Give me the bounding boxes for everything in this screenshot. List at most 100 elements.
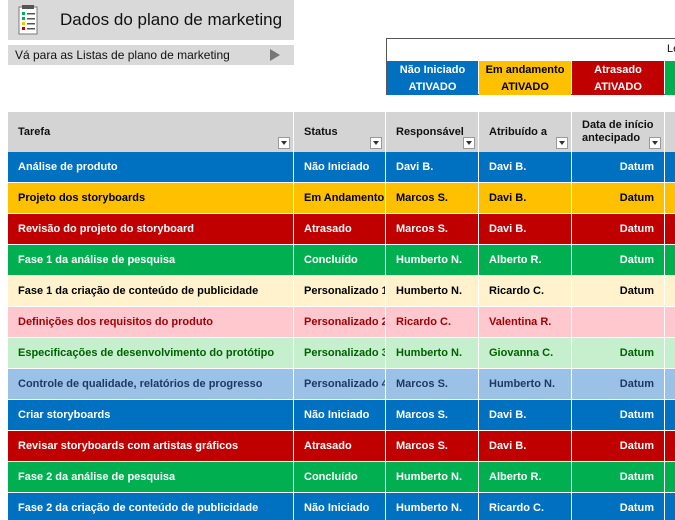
cell-overflow[interactable] [665, 307, 675, 337]
table-row[interactable]: Fase 1 da criação de conteúdo de publici… [8, 276, 675, 306]
cell-data-inicio[interactable]: Datum [572, 276, 665, 306]
cell-atribuido-a[interactable]: Humberto N. [479, 369, 572, 399]
cell-tarefa[interactable]: Criar storyboards [8, 400, 294, 430]
cell-responsavel[interactable]: Marcos S. [386, 183, 479, 213]
table-row[interactable]: Projeto dos storyboards Em Andamento Marco… [8, 183, 675, 213]
legend-status-flag [665, 78, 675, 95]
cell-overflow[interactable] [665, 276, 675, 306]
cell-status[interactable]: Atrasado [294, 431, 386, 461]
cell-atribuido-a[interactable]: Alberto R. [479, 462, 572, 492]
cell-data-inicio[interactable]: Datum [572, 493, 665, 520]
cell-data-inicio[interactable]: Datum [572, 462, 665, 492]
column-header-tarefa: Tarefa [8, 112, 294, 152]
cell-overflow[interactable] [665, 369, 675, 399]
cell-tarefa[interactable]: Projeto dos storyboards [8, 183, 294, 213]
cell-overflow[interactable] [665, 245, 675, 275]
column-header-data-inicio: Data de início antecipado [572, 112, 665, 152]
cell-responsavel[interactable]: Davi B. [386, 152, 479, 182]
cell-status[interactable]: Personalizado 1 [294, 276, 386, 306]
legend-status-label: Atrasado [572, 61, 664, 78]
table-row[interactable]: Criar storyboards Não Iniciado Marcos S. Da… [8, 400, 675, 430]
column-header-atribuido-a: Atribuído a [479, 112, 572, 152]
cell-tarefa[interactable]: Revisão do projeto do storyboard [8, 214, 294, 244]
legend-status-label [665, 61, 675, 78]
cell-responsavel[interactable]: Marcos S. [386, 431, 479, 461]
cell-status[interactable]: Personalizado 4 [294, 369, 386, 399]
cell-status[interactable]: Concluído [294, 462, 386, 492]
cell-data-inicio[interactable]: Datum [572, 400, 665, 430]
cell-tarefa[interactable]: Fase 2 da análise de pesquisa [8, 462, 294, 492]
cell-overflow[interactable] [665, 493, 675, 520]
cell-data-inicio[interactable]: Datum [572, 338, 665, 368]
table-row[interactable]: Fase 1 da análise de pesquisa Concluído Hu… [8, 245, 675, 275]
cell-responsavel[interactable]: Marcos S. [386, 369, 479, 399]
cell-status[interactable]: Concluído [294, 245, 386, 275]
cell-status[interactable]: Não Iniciado [294, 493, 386, 520]
table-row[interactable]: Revisão do projeto do storyboard Atrasado… [8, 214, 675, 244]
cell-responsavel[interactable]: Humberto N. [386, 245, 479, 275]
cell-overflow[interactable] [665, 152, 675, 182]
cell-tarefa[interactable]: Análise de produto [8, 152, 294, 182]
cell-atribuido-a[interactable]: Alberto R. [479, 245, 572, 275]
table-row[interactable]: Definições dos requisitos do produto Pers… [8, 307, 675, 337]
cell-overflow[interactable] [665, 338, 675, 368]
cell-status[interactable]: Personalizado 3 [294, 338, 386, 368]
table-header: Tarefa Status Responsável Atribuído a Da… [8, 112, 675, 152]
cell-data-inicio[interactable] [572, 307, 665, 337]
cell-data-inicio[interactable]: Datum [572, 369, 665, 399]
cell-overflow[interactable] [665, 462, 675, 492]
cell-atribuido-a[interactable]: Davi B. [479, 431, 572, 461]
cell-overflow[interactable] [665, 400, 675, 430]
filter-dropdown-icon[interactable] [649, 137, 661, 149]
cell-status[interactable]: Atrasado [294, 214, 386, 244]
cell-atribuido-a[interactable]: Davi B. [479, 214, 572, 244]
cell-data-inicio[interactable]: Datum [572, 152, 665, 182]
table-row[interactable]: Especificações de desenvolvimento do pro… [8, 338, 675, 368]
filter-dropdown-icon[interactable] [463, 137, 475, 149]
cell-status[interactable]: Não Iniciado [294, 152, 386, 182]
cell-status[interactable]: Em Andamento [294, 183, 386, 213]
cell-status[interactable]: Personalizado 2 [294, 307, 386, 337]
cell-responsavel[interactable]: Humberto N. [386, 493, 479, 520]
table-row[interactable]: Controle de qualidade, relatórios de pro… [8, 369, 675, 399]
cell-atribuido-a[interactable]: Davi B. [479, 152, 572, 182]
cell-responsavel[interactable]: Humberto N. [386, 276, 479, 306]
cell-atribuido-a[interactable]: Ricardo C. [479, 493, 572, 520]
cell-atribuido-a[interactable]: Ricardo C. [479, 276, 572, 306]
table-row[interactable]: Análise de produto Não Iniciado Davi B. Dav… [8, 152, 675, 182]
cell-tarefa[interactable]: Especificações de desenvolvimento do pro… [8, 338, 294, 368]
cell-overflow[interactable] [665, 214, 675, 244]
cell-atribuido-a[interactable]: Valentina R. [479, 307, 572, 337]
cell-atribuido-a[interactable]: Davi B. [479, 400, 572, 430]
cell-tarefa[interactable]: Definições dos requisitos do produto [8, 307, 294, 337]
filter-dropdown-icon[interactable] [556, 137, 568, 149]
cell-tarefa[interactable]: Fase 1 da criação de conteúdo de publici… [8, 276, 294, 306]
table-row[interactable]: Fase 2 da criação de conteúdo de publici… [8, 493, 675, 520]
cell-data-inicio[interactable]: Datum [572, 245, 665, 275]
nav-link-marketing-lists[interactable]: Vá para as Listas de plano de marketing [8, 45, 294, 65]
cell-responsavel[interactable]: Humberto N. [386, 462, 479, 492]
cell-tarefa[interactable]: Revisar storyboards com artistas gráfico… [8, 431, 294, 461]
cell-overflow[interactable] [665, 431, 675, 461]
table-row[interactable]: Revisar storyboards com artistas gráfico… [8, 431, 675, 461]
cell-tarefa[interactable]: Fase 1 da análise de pesquisa [8, 245, 294, 275]
cell-status[interactable]: Não Iniciado [294, 400, 386, 430]
column-header-label: Tarefa [18, 126, 51, 138]
cell-responsavel[interactable]: Ricardo C. [386, 307, 479, 337]
cell-responsavel[interactable]: Humberto N. [386, 338, 479, 368]
filter-dropdown-icon[interactable] [370, 137, 382, 149]
cell-tarefa[interactable]: Controle de qualidade, relatórios de pro… [8, 369, 294, 399]
column-header-overflow [665, 112, 675, 152]
cell-data-inicio[interactable]: Datum [572, 214, 665, 244]
cell-responsavel[interactable]: Marcos S. [386, 400, 479, 430]
filter-dropdown-icon[interactable] [278, 137, 290, 149]
cell-data-inicio[interactable]: Datum [572, 183, 665, 213]
cell-atribuido-a[interactable]: Giovanna C. [479, 338, 572, 368]
cell-responsavel[interactable]: Marcos S. [386, 214, 479, 244]
cell-data-inicio[interactable]: Datum [572, 431, 665, 461]
table-row[interactable]: Fase 2 da análise de pesquisa Concluído Hu… [8, 462, 675, 492]
cell-overflow[interactable] [665, 183, 675, 213]
cell-tarefa[interactable]: Fase 2 da criação de conteúdo de publici… [8, 493, 294, 520]
cell-atribuido-a[interactable]: Davi B. [479, 183, 572, 213]
column-header-label: Status [304, 126, 338, 138]
